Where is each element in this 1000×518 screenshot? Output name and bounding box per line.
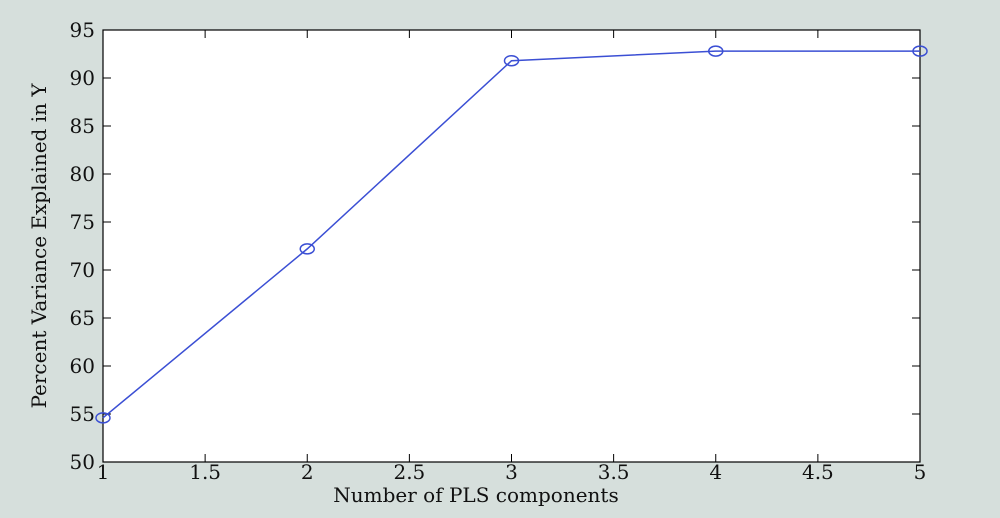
y-tick-label: 65 [70,306,95,330]
marker [912,45,928,57]
marker [503,54,520,67]
marker [708,45,724,57]
y-tick-label: 50 [70,450,95,474]
x-tick-label: 3.5 [598,460,630,484]
y-tick-label: 80 [70,162,95,186]
x-tick-label: 2 [301,460,314,484]
marker [95,412,111,424]
x-tick-label: 4.5 [802,460,834,484]
x-tick-label: 5 [914,460,927,484]
plot-area [102,29,921,463]
x-tick-label: 1 [97,460,110,484]
marker [299,243,315,255]
y-axis-label: Percent Variance Explained in Y [27,83,51,409]
y-tick-label: 85 [70,114,95,138]
x-tick-label: 4 [709,460,722,484]
y-tick-label: 90 [70,66,95,90]
x-tick-label: 2.5 [393,460,425,484]
y-tick-label: 55 [70,402,95,426]
y-tick-label: 75 [70,210,95,234]
y-tick-label: 60 [70,354,95,378]
x-axis-label: Number of PLS components [333,483,618,507]
line [102,50,920,419]
y-tick-label: 95 [70,18,95,42]
x-tick-label: 1.5 [189,460,221,484]
y-tick-label: 70 [70,258,95,282]
x-tick-label: 3 [505,460,518,484]
